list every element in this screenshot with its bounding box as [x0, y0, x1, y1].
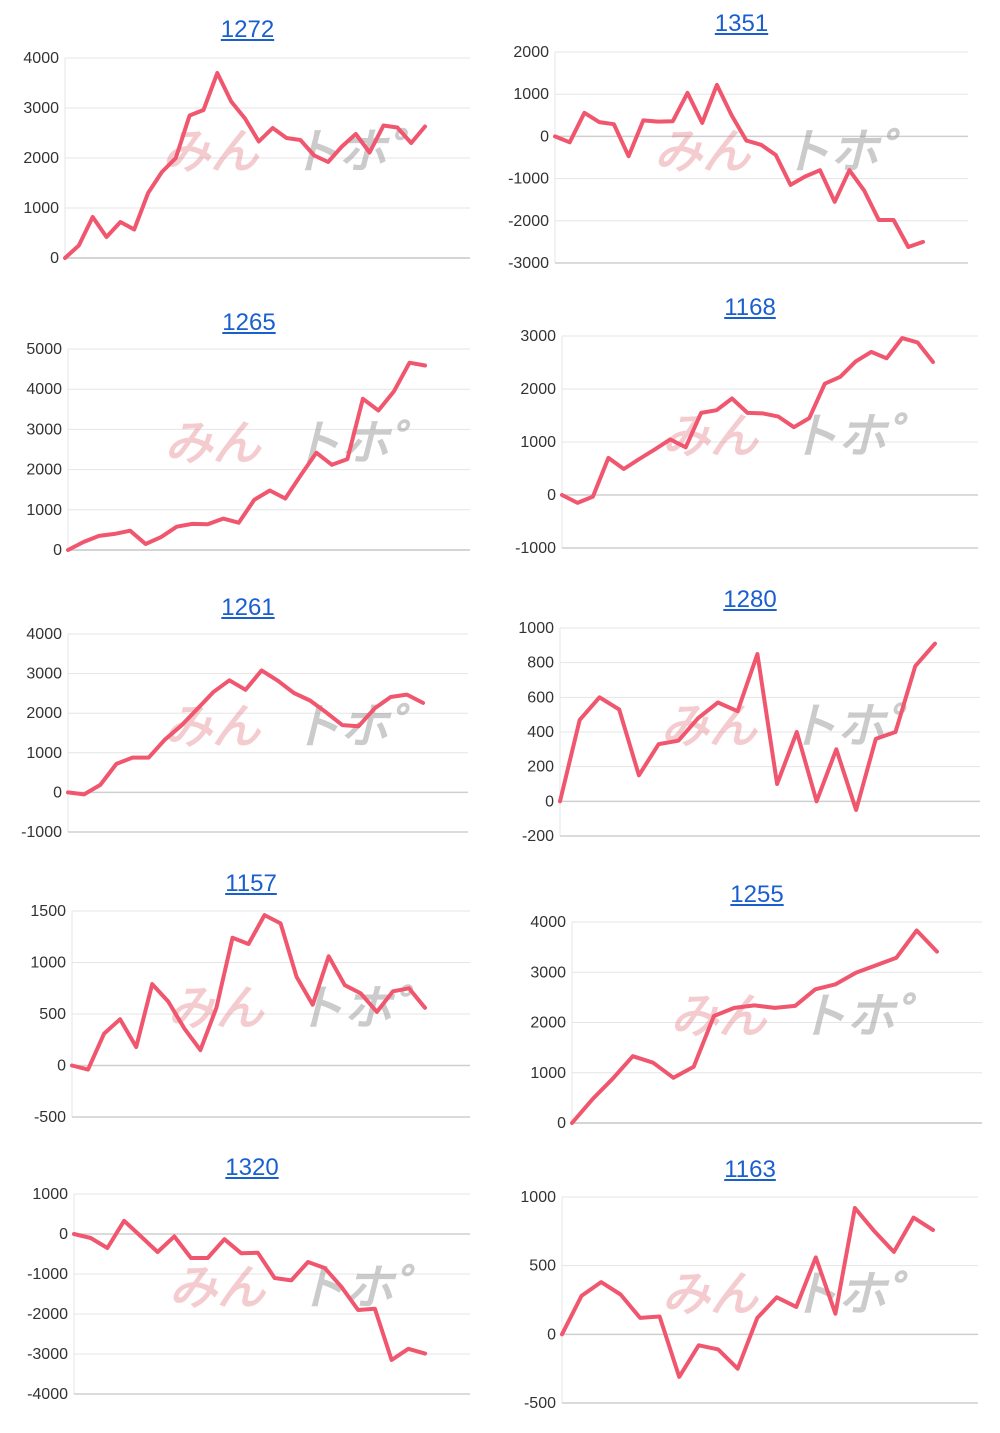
- y-tick-label: 4000: [26, 626, 62, 643]
- chart-panel: 0 1000 2000 3000 4000 みんトホ゜ 1255: [490, 877, 1000, 1153]
- y-tick-label: 0: [557, 1115, 566, 1132]
- y-tick-label: -1000: [27, 1266, 68, 1283]
- y-tick-label: -1000: [508, 171, 549, 188]
- watermark-logo: トホ゜: [789, 698, 933, 754]
- chart-svg: -3000 -2000 -1000 0 1000 2000 みんトホ゜: [490, 6, 1000, 293]
- watermark-logo: みん: [670, 989, 768, 1045]
- chart-title-link[interactable]: 1157: [52, 870, 450, 898]
- chart-svg: 01000200030004000みんトホ゜: [0, 10, 490, 288]
- y-tick-label: 3000: [520, 328, 556, 345]
- chart-panel: -500 0 500 1000 みんトホ゜ 1163: [490, 1152, 1000, 1433]
- y-tick-label: -4000: [27, 1386, 68, 1403]
- chart-title-link[interactable]: 1261: [48, 594, 448, 622]
- y-tick-label: 0: [53, 784, 62, 801]
- y-tick-label: -500: [34, 1109, 66, 1126]
- watermark-logo: トホ゜: [798, 989, 942, 1045]
- y-tick-label: -3000: [27, 1346, 68, 1363]
- y-tick-label: 1000: [32, 1186, 68, 1203]
- y-tick-label: -3000: [508, 255, 549, 272]
- y-tick-label: 4000: [530, 914, 566, 931]
- chart-title-link[interactable]: 1168: [542, 294, 958, 322]
- watermark-logo: みん: [662, 409, 760, 465]
- chart-title-link[interactable]: 1265: [48, 309, 450, 337]
- y-tick-label: -2000: [27, 1306, 68, 1323]
- y-tick-label: 2000: [530, 1015, 566, 1032]
- y-tick-label: 200: [527, 759, 554, 776]
- y-tick-label: 4000: [26, 381, 62, 398]
- chart-title-link[interactable]: 1351: [535, 10, 948, 38]
- y-tick-label: 4000: [23, 50, 59, 67]
- watermark-logo: トホ゜: [790, 1266, 934, 1322]
- y-tick-label: 600: [527, 689, 554, 706]
- y-tick-label: 1500: [30, 903, 66, 920]
- watermark-logo: みん: [654, 124, 752, 180]
- watermark-logo: みん: [164, 416, 262, 472]
- y-tick-label: 3000: [23, 100, 59, 117]
- watermark-logo: トホ゜: [782, 124, 926, 180]
- y-tick-label: 5000: [26, 341, 62, 358]
- chart-title-link[interactable]: 1272: [45, 16, 450, 44]
- y-tick-label: 1000: [530, 1065, 566, 1082]
- y-tick-label: -200: [522, 828, 554, 845]
- y-tick-label: 3000: [26, 421, 62, 438]
- chart-svg: -20002004006008001000みんトホ゜: [490, 582, 1000, 866]
- chart-title-link[interactable]: 1320: [54, 1154, 450, 1182]
- y-tick-label: 0: [547, 487, 556, 504]
- chart-svg: -500 0 500 1000 みんトホ゜: [490, 1152, 1000, 1433]
- y-tick-label: 1000: [520, 1189, 556, 1206]
- y-tick-label: 1000: [520, 434, 556, 451]
- y-tick-label: 0: [57, 1058, 66, 1075]
- y-tick-label: -2000: [508, 213, 549, 230]
- y-tick-label: -1000: [515, 540, 556, 557]
- y-tick-label: 0: [53, 542, 62, 559]
- y-tick-label: 500: [39, 1006, 66, 1023]
- chart-svg: 0 1000 2000 3000 4000 みんトホ゜: [490, 877, 1000, 1153]
- chart-svg: -500050010001500みんトホ゜: [0, 866, 490, 1147]
- chart-svg: -10000100020003000みんトホ゜: [490, 290, 1000, 578]
- y-tick-label: 0: [59, 1226, 68, 1243]
- chart-title-link[interactable]: 1280: [540, 586, 960, 614]
- y-tick-label: 1000: [30, 955, 66, 972]
- y-tick-label: 800: [527, 655, 554, 672]
- y-tick-label: 0: [540, 128, 549, 145]
- y-tick-label: 2000: [26, 705, 62, 722]
- chart-svg: -100001000200030004000みんトホ゜: [0, 590, 490, 862]
- watermark-logo: みん: [169, 1260, 267, 1316]
- y-tick-label: 500: [529, 1258, 556, 1275]
- chart-panel: 0 1000 2000 3000 4000 5000 みんトホ゜ 1265: [0, 305, 490, 580]
- y-tick-label: 2000: [23, 150, 59, 167]
- chart-title-link[interactable]: 1255: [552, 881, 962, 909]
- y-tick-label: 3000: [530, 964, 566, 981]
- y-tick-label: 2000: [26, 462, 62, 479]
- y-tick-label: 400: [527, 724, 554, 741]
- y-tick-label: 1000: [26, 745, 62, 762]
- y-tick-label: 0: [545, 793, 554, 810]
- y-tick-label: 2000: [520, 381, 556, 398]
- y-tick-label: 0: [50, 250, 59, 267]
- chart-svg: -4000-3000-2000-100001000みんトホ゜: [0, 1150, 490, 1424]
- chart-panel: -3000 -2000 -1000 0 1000 2000 みんトホ゜ 1351: [490, 6, 1000, 293]
- y-tick-label: 1000: [513, 86, 549, 103]
- y-tick-label: 3000: [26, 666, 62, 683]
- watermark-logo: みん: [662, 1266, 760, 1322]
- y-tick-label: -500: [524, 1395, 556, 1412]
- y-tick-label: 0: [547, 1326, 556, 1343]
- y-tick-label: 1000: [26, 502, 62, 519]
- chart-svg: 0 1000 2000 3000 4000 5000 みんトホ゜: [0, 305, 490, 580]
- y-tick-label: 1000: [23, 200, 59, 217]
- y-tick-label: 1000: [518, 620, 554, 637]
- watermark-logo: トホ゜: [292, 699, 436, 755]
- watermark-logo: トホ゜: [292, 416, 436, 472]
- chart-title-link[interactable]: 1163: [542, 1156, 958, 1184]
- y-tick-label: 2000: [513, 44, 549, 61]
- y-tick-label: -1000: [21, 824, 62, 841]
